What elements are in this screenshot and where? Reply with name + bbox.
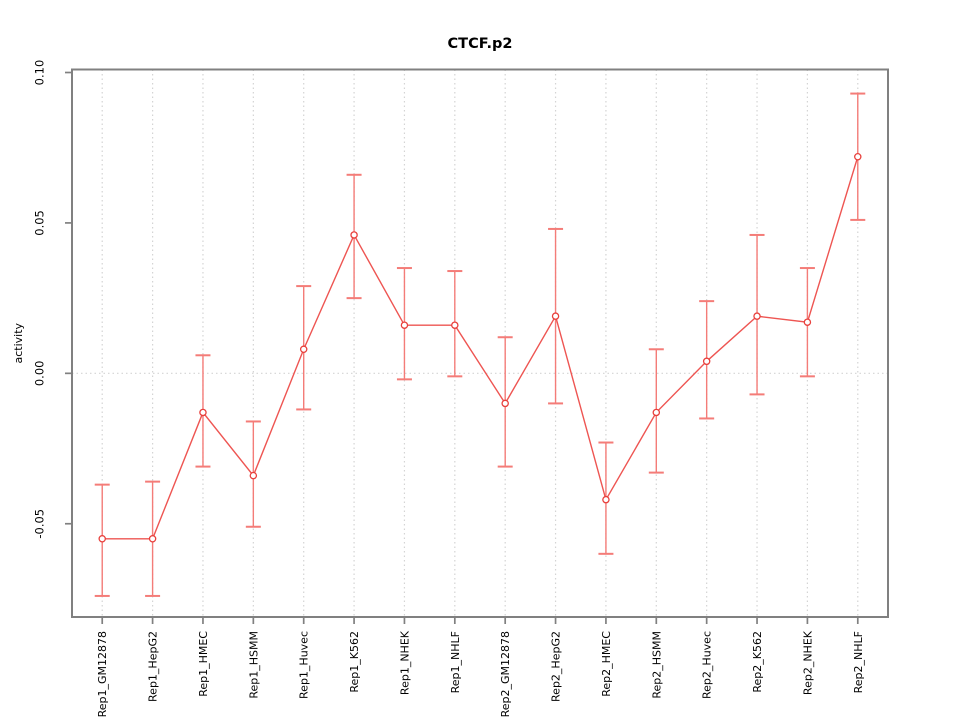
x-tick-label: Rep2_K562: [751, 631, 764, 693]
y-tick-label: 0.10: [33, 60, 47, 86]
x-tick-label: Rep1_HMEC: [197, 631, 210, 697]
data-point-marker: [602, 495, 610, 504]
x-tick-label: Rep2_HSMM: [650, 631, 663, 699]
data-point-marker: [451, 321, 459, 329]
x-tick-label: Rep1_K562: [348, 631, 361, 693]
x-tick-label: Rep2_NHEK: [801, 630, 814, 695]
data-point-marker: [299, 345, 308, 354]
data-point-marker: [148, 535, 157, 543]
x-tick-label: Rep1_HepG2: [147, 631, 160, 702]
data-point-marker: [652, 408, 661, 417]
chart-title: CTCF.p2: [448, 36, 513, 52]
x-tick-label: Rep2_Huvec: [701, 631, 714, 699]
data-point-marker: [400, 321, 409, 329]
x-tick-label: Rep2_HMEC: [600, 631, 613, 697]
x-tick-label: Rep1_HSMM: [247, 631, 260, 699]
data-point-marker: [501, 399, 509, 408]
data-point-marker: [854, 152, 862, 161]
x-tick-label: Rep1_NHEK: [398, 630, 411, 695]
data-point-marker: [753, 312, 761, 320]
y-tick-label: 0.05: [33, 210, 47, 236]
data-point-marker: [551, 312, 560, 320]
x-tick-label: Rep2_NHLF: [852, 631, 865, 693]
x-tick-label: Rep2_HepG2: [550, 631, 563, 702]
plot-frame: [71, 68, 889, 618]
x-tick-label: Rep1_GM12878: [96, 631, 109, 717]
data-point-marker: [199, 408, 207, 417]
y-tick-label: -0.05: [33, 509, 47, 539]
data-point-marker: [98, 535, 106, 543]
x-tick-label: Rep1_NHLF: [449, 631, 462, 693]
y-axis-label: activity: [12, 322, 25, 363]
data-point-marker: [803, 318, 812, 326]
data-point-marker: [249, 471, 258, 480]
data-point-marker: [350, 231, 358, 239]
x-tick-label: Rep1_Huvec: [298, 631, 311, 699]
x-tick-label: Rep2_GM12878: [499, 631, 512, 717]
data-point-marker: [702, 357, 711, 366]
y-tick-label: 0.00: [33, 361, 47, 387]
series-line: [102, 156, 859, 540]
